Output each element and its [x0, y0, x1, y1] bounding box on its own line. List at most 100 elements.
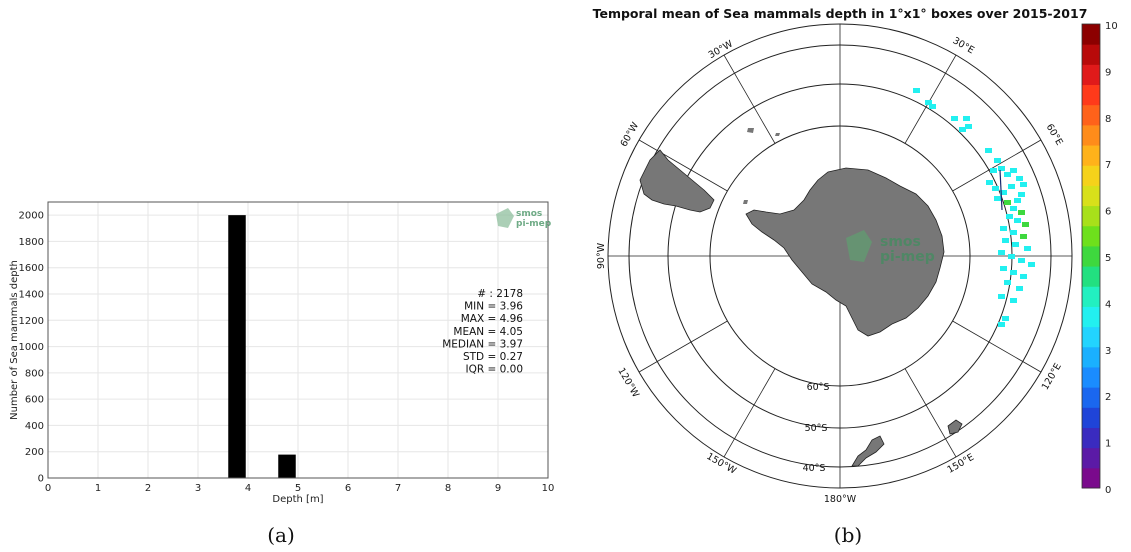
colorbar-segment [1082, 165, 1100, 186]
colorbar-tick-label: 10 [1105, 21, 1118, 32]
colorbar-frame [1081, 23, 1101, 489]
x-tick-label: 8 [445, 483, 451, 494]
data-pixel [1020, 274, 1027, 279]
data-pixel [1010, 298, 1017, 303]
y-axis-label: Number of Sea mammals depth [9, 260, 20, 420]
y-tick-label: 200 [25, 447, 44, 458]
meridian-line [904, 368, 957, 458]
x-tick-label: 10 [542, 483, 555, 494]
small-island [775, 133, 780, 136]
data-pixel [998, 322, 1005, 327]
meridian-line [638, 139, 728, 192]
y-tick-label: 1800 [19, 237, 44, 248]
data-pixel [985, 148, 992, 153]
data-pixel [1010, 168, 1017, 173]
x-tick-label: 6 [345, 483, 351, 494]
colorbar-segment [1082, 306, 1100, 328]
caption-a: (a) [267, 523, 295, 547]
x-tick-label: 1 [95, 483, 101, 494]
data-pixel [994, 196, 1001, 201]
colorbar-segment [1082, 346, 1100, 368]
data-pixel [1002, 316, 1009, 321]
lon-label-60e: 60°E [1044, 122, 1065, 147]
antarctica-landmass [745, 167, 945, 337]
x-tick-label: 3 [195, 483, 201, 494]
data-track [999, 169, 1003, 211]
lon-label-120w: 120°W [615, 366, 641, 400]
logo-cube-icon [496, 208, 514, 228]
data-pixel [1002, 238, 1009, 243]
logo-cube-icon [846, 230, 872, 262]
colorbar-tick-label: 7 [1105, 160, 1111, 171]
lon-label-90w: 90°W [596, 242, 607, 269]
colorbar-segment [1082, 286, 1100, 307]
x-tick-label: 4 [245, 483, 251, 494]
data-pixel [1010, 230, 1017, 235]
data-pixel [1020, 182, 1027, 187]
histogram-panel: 0 1 2 3 4 5 6 7 8 9 10 0 200 400 600 800 1000 1200 1400 16… [9, 201, 555, 547]
colorbar-segment [1082, 24, 1100, 45]
colorbar-segment [1082, 84, 1100, 106]
colorbar-segment [1082, 447, 1100, 469]
latitude-circle-60s [709, 125, 971, 387]
y-tick-label: 800 [25, 368, 44, 379]
data-pixel [1018, 210, 1025, 215]
data-pixel [1008, 184, 1015, 189]
south-america-landmass [639, 149, 715, 213]
data-pixel [1014, 218, 1021, 223]
data-pixel [1010, 206, 1017, 211]
statistic-line: STD = 0.27 [463, 351, 523, 363]
colorbar-tick-label: 4 [1105, 299, 1111, 310]
y-tick-label: 1600 [19, 263, 44, 274]
data-pixel [959, 127, 966, 132]
colorbar-segment [1082, 467, 1100, 489]
data-pixel [1018, 192, 1025, 197]
map-panel: Temporal mean of Sea mammals depth in 1°… [593, 6, 1118, 547]
x-tick-labels: 0 1 2 3 4 5 6 7 8 9 10 [45, 483, 555, 494]
x-axis-label: Depth [m] [272, 494, 323, 505]
colorbar-tick-label: 3 [1105, 346, 1111, 357]
colorbar-segment [1082, 145, 1100, 166]
lat-label-40s: 40°S [803, 463, 826, 474]
statistic-line: MAX = 4.96 [461, 313, 524, 325]
data-pixel [1008, 254, 1015, 259]
meridian-line [904, 54, 957, 144]
logo-text-bottom: pi-mep [516, 219, 552, 229]
logo-text-top: smos [516, 209, 542, 219]
kerguelen-island [947, 419, 963, 435]
data-pixel [1000, 226, 1007, 231]
data-pixel [1004, 172, 1011, 177]
y-tick-label: 600 [25, 395, 44, 406]
data-pixel [1000, 266, 1007, 271]
data-pixel [986, 180, 993, 185]
colorbar-segment [1082, 387, 1100, 408]
histogram-bar [278, 454, 296, 478]
data-pixel [1020, 234, 1027, 239]
x-tick-label: 7 [395, 483, 401, 494]
data-pixel [1000, 190, 1007, 195]
data-pixel [1010, 270, 1017, 275]
lon-label-180w: 180°W [824, 494, 857, 505]
data-pixel [1024, 246, 1031, 251]
x-tick-label: 0 [45, 483, 51, 494]
colorbar-tick-label: 1 [1105, 439, 1111, 450]
histogram-bar [228, 215, 246, 478]
data-pixel [1022, 222, 1029, 227]
statistic-line: MEDIAN = 3.97 [442, 338, 523, 350]
lat-label-60s: 60°S [807, 382, 830, 393]
colorbar-tick-label: 9 [1105, 67, 1111, 78]
meridian-line [723, 54, 776, 144]
colorbar-segment [1082, 104, 1100, 126]
data-pixel [998, 250, 1005, 255]
data-pixel [1004, 280, 1011, 285]
lon-label-30e: 30°E [951, 35, 976, 56]
watermark-logo-small: smos pi-mep [496, 208, 552, 229]
statistic-line: # : 2178 [477, 288, 523, 300]
meridian-line [723, 368, 776, 458]
data-pixel [925, 100, 932, 105]
statistic-line: MIN = 3.96 [464, 301, 523, 313]
data-pixel [1018, 258, 1025, 263]
y-tick-label: 1200 [19, 316, 44, 327]
